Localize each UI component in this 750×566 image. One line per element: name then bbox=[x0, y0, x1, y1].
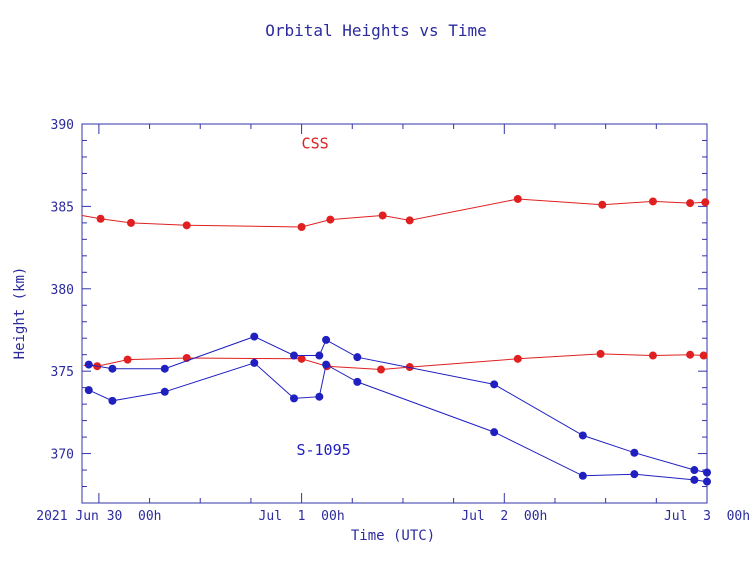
data-point bbox=[648, 351, 657, 360]
x-tick-label: Jul 3 00h bbox=[664, 509, 750, 524]
data-point bbox=[315, 392, 324, 401]
y-axis-label: Height (km) bbox=[12, 267, 28, 360]
series-line bbox=[81, 198, 706, 228]
data-point bbox=[250, 358, 259, 367]
series-annotation: S-1095 bbox=[296, 441, 350, 459]
plot-frame bbox=[81, 123, 708, 504]
data-point bbox=[690, 475, 699, 484]
data-point bbox=[322, 360, 331, 369]
data-point bbox=[353, 353, 362, 362]
y-tick-label: 385 bbox=[51, 200, 74, 215]
data-point bbox=[513, 194, 522, 203]
series-3 bbox=[84, 358, 711, 486]
data-point bbox=[108, 364, 117, 373]
data-point bbox=[513, 354, 522, 363]
chart-title: Orbital Heights vs Time bbox=[265, 21, 487, 40]
data-point bbox=[598, 200, 607, 209]
series-line bbox=[83, 353, 704, 371]
data-point bbox=[405, 216, 414, 225]
data-point bbox=[699, 351, 708, 360]
data-point bbox=[123, 355, 132, 364]
data-point bbox=[690, 466, 699, 475]
data-point bbox=[126, 218, 135, 227]
y-tick-label: 370 bbox=[51, 448, 74, 463]
data-point bbox=[378, 211, 387, 220]
series-line bbox=[88, 336, 708, 473]
y-axis: 390 385 380 375 370 bbox=[51, 118, 707, 504]
data-point bbox=[686, 199, 695, 208]
y-tick-label: 375 bbox=[51, 365, 74, 380]
data-point bbox=[315, 351, 324, 360]
data-point bbox=[578, 431, 587, 440]
series-2 bbox=[84, 332, 711, 477]
x-tick-label: Jul 2 00h bbox=[461, 509, 547, 524]
x-tick-label: Jul 1 00h bbox=[259, 509, 345, 524]
y-tick-label: 390 bbox=[51, 118, 74, 133]
annotation-layer: CSS S-1095 bbox=[296, 135, 350, 459]
data-point bbox=[703, 477, 711, 486]
data-point bbox=[160, 364, 169, 373]
data-point bbox=[322, 335, 331, 344]
data-point bbox=[326, 215, 335, 224]
series-line bbox=[88, 362, 708, 483]
data-point bbox=[289, 394, 298, 403]
series-0 bbox=[81, 194, 710, 231]
plot-border bbox=[81, 123, 708, 504]
data-point bbox=[630, 470, 639, 479]
data-point bbox=[405, 363, 414, 372]
data-point bbox=[686, 350, 695, 359]
data-point bbox=[701, 198, 710, 207]
data-point bbox=[297, 354, 306, 363]
data-point bbox=[160, 387, 169, 396]
data-point bbox=[376, 365, 385, 374]
data-point bbox=[289, 351, 298, 360]
x-axis: 2021 Jun 30 00h Jul 1 00h Jul 2 00h Jul 3 0… bbox=[36, 124, 750, 524]
data-point bbox=[490, 428, 499, 437]
data-point bbox=[353, 377, 362, 386]
data-point bbox=[84, 386, 93, 395]
data-point bbox=[84, 360, 93, 369]
y-tick-label: 380 bbox=[51, 283, 74, 298]
data-point bbox=[578, 471, 587, 480]
data-point bbox=[648, 197, 657, 206]
series-1 bbox=[83, 349, 708, 374]
data-point bbox=[250, 332, 259, 341]
x-tick-label: 2021 Jun 30 00h bbox=[36, 509, 161, 524]
x-axis-label: Time (UTC) bbox=[351, 528, 435, 544]
data-point bbox=[297, 222, 306, 231]
data-point bbox=[490, 380, 499, 389]
series-layer bbox=[81, 194, 711, 486]
data-point bbox=[596, 349, 605, 358]
data-point bbox=[630, 448, 639, 457]
data-point bbox=[182, 221, 191, 230]
data-point bbox=[96, 214, 105, 223]
data-point bbox=[703, 468, 711, 477]
series-annotation: CSS bbox=[302, 135, 329, 153]
data-point bbox=[108, 396, 117, 405]
